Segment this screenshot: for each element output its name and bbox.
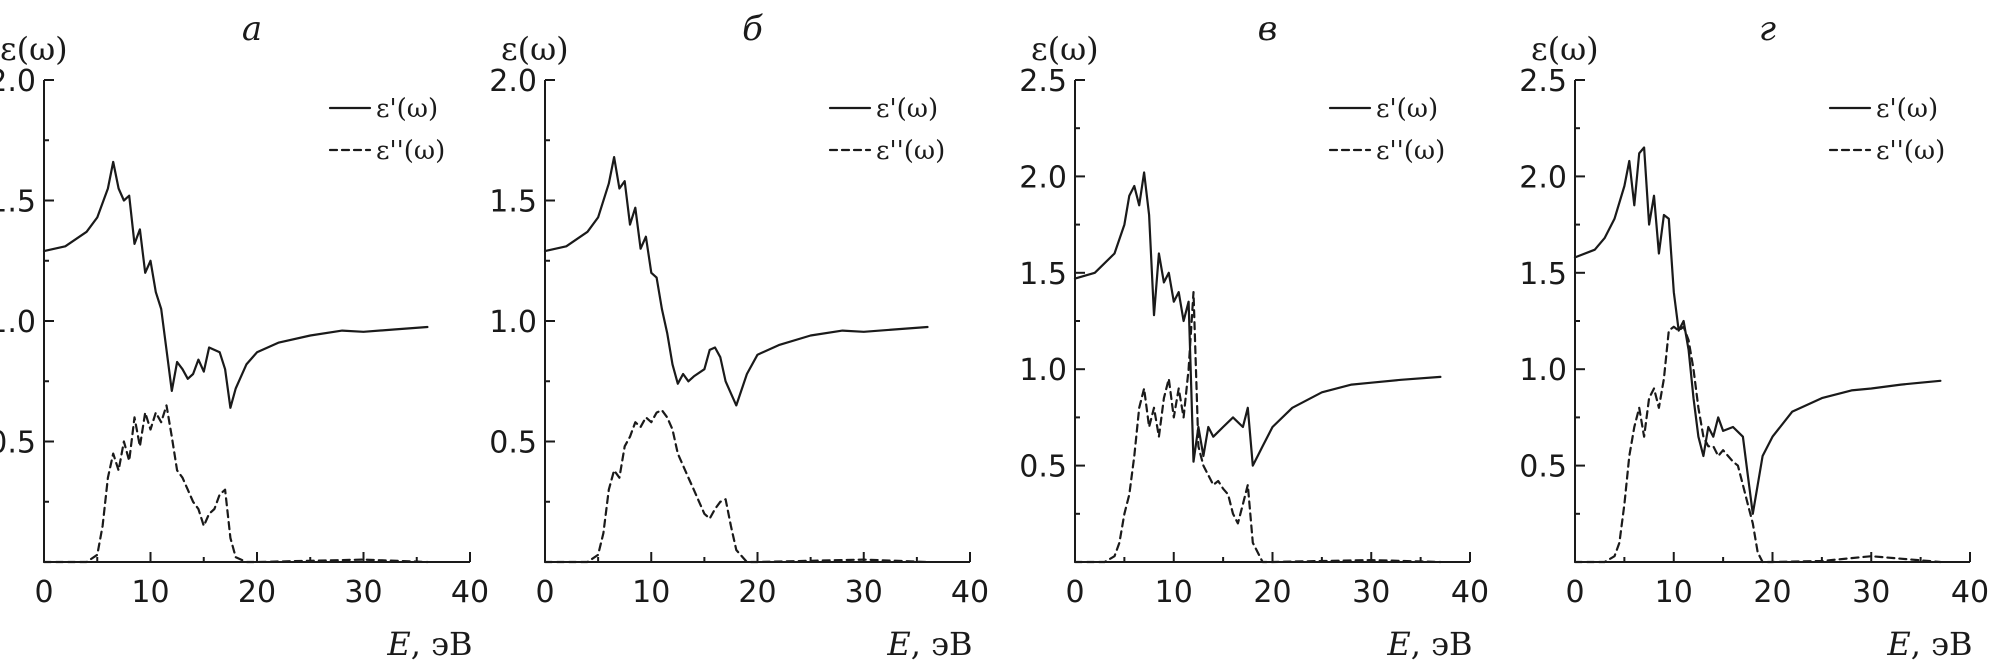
panel-label: г [1759,9,1776,49]
x-axis-label: E, эВ [886,625,972,663]
x-tick-label: 40 [1451,575,1489,610]
legend-label: ε''(ω) [1876,136,1945,166]
y-tick-label: 0.5 [1019,450,1067,485]
y-tick-label: 2.0 [1019,160,1067,195]
series-line-eps-real [1573,146,1942,515]
x-axis-label-symbol: E [1886,625,1910,663]
y-tick-label: 2.5 [1019,64,1067,99]
x-tick-label: 30 [1852,575,1890,610]
chart-panel-4: г ε(ω) 0 10 20 30 40 0.5 1.0 1.5 2.0 2.5 E, эВ ε'(ω) ε… [1519,9,1989,663]
legend-label: ε'(ω) [1376,94,1438,124]
panel-label: а [242,9,262,49]
x-tick-label: 0 [535,575,554,610]
legend-label: ε''(ω) [1376,136,1445,166]
y-tick-label: 1.0 [489,305,537,340]
x-tick-label: 10 [131,575,169,610]
series-line-eps-real [543,156,929,407]
x-axis-label: E, эВ [1886,625,1972,663]
x-axis-label-symbol: E [886,625,910,663]
y-tick-label: 2.0 [0,64,36,99]
x-axis-label-unit: , эВ [411,625,473,663]
series-line-eps-imag [42,404,429,564]
series-line-eps-imag [543,409,929,564]
y-axis-label: ε(ω) [1031,30,1099,68]
y-tick-label: 1.0 [1519,353,1567,388]
x-tick-label: 0 [1565,575,1584,610]
x-tick-label: 30 [1352,575,1390,610]
x-axis-label-unit: , эВ [1911,625,1973,663]
y-tick-label: 1.5 [1519,257,1567,292]
x-tick-label: 30 [845,575,883,610]
y-tick-label: 0.5 [489,426,537,461]
x-tick-label: 40 [1951,575,1989,610]
x-tick-label: 20 [1753,575,1791,610]
x-axis-label: E, эВ [1386,625,1472,663]
x-tick-label: 10 [632,575,670,610]
x-tick-label: 20 [238,575,276,610]
y-tick-label: 2.5 [1519,64,1567,99]
chart-panel-3: в ε(ω) 0 10 20 30 40 0.5 1.0 1.5 2.0 2.5 E, эВ ε'(ω) ε… [1019,9,1489,663]
x-tick-label: 40 [951,575,989,610]
x-axis-label-unit: , эВ [911,625,973,663]
legend-label: ε''(ω) [376,136,445,166]
x-axis-label-unit: , эВ [1411,625,1473,663]
series-line-eps-imag [1073,291,1442,564]
x-axis-label-symbol: E [1386,625,1410,663]
y-axis-label: ε(ω) [501,30,569,68]
chart-panel-1: а ε(ω) 0 10 20 30 40 0.5 1.0 1.5 2.0 E, эВ ε'(ω) ε''(… [0,9,489,663]
series-line-eps-real [1073,171,1442,467]
x-axis-label: E, эВ [386,625,472,663]
x-tick-label: 0 [34,575,53,610]
chart-panel-2: б ε(ω) 0 10 20 30 40 0.5 1.0 1.5 2.0 E, эВ ε'(ω) ε''(… [489,9,989,663]
x-tick-label: 10 [1155,575,1193,610]
x-tick-label: 20 [738,575,776,610]
x-tick-label: 10 [1655,575,1693,610]
x-tick-label: 30 [344,575,382,610]
panel-label: б [742,9,763,49]
x-axis-label-symbol: E [386,625,410,663]
x-tick-label: 40 [451,575,489,610]
y-tick-label: 1.5 [0,185,36,220]
legend-label: ε'(ω) [876,94,938,124]
y-tick-label: 1.5 [489,185,537,220]
y-tick-label: 0.5 [0,426,36,461]
y-tick-label: 2.0 [489,64,537,99]
y-tick-label: 1.0 [0,305,36,340]
y-tick-label: 2.0 [1519,160,1567,195]
series-line-eps-imag [1573,325,1942,564]
y-axis-label: ε(ω) [1531,30,1599,68]
legend-label: ε'(ω) [1876,94,1938,124]
x-tick-label: 0 [1065,575,1084,610]
x-tick-label: 20 [1253,575,1291,610]
y-tick-label: 1.0 [1019,353,1067,388]
y-tick-label: 1.5 [1019,257,1067,292]
series-line-eps-real [42,160,429,409]
y-axis-label: ε(ω) [0,30,68,68]
legend-label: ε'(ω) [376,94,438,124]
legend-label: ε''(ω) [876,136,945,166]
y-tick-label: 0.5 [1519,450,1567,485]
panel-label: в [1258,9,1278,49]
